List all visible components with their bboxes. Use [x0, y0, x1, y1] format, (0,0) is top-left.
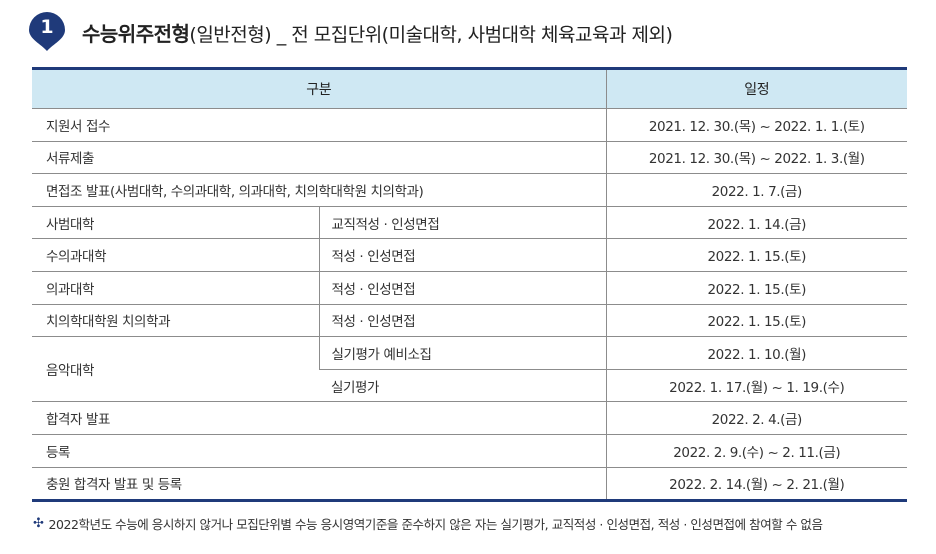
row-label: 지원서 접수 [32, 108, 606, 142]
table-row: 사범대학 교직적성 · 인성면접 2022. 1. 14.(금) [32, 206, 907, 240]
row-sub-label: 적성 · 인성면접 [318, 271, 606, 305]
footnote: ✣ 2022학년도 수능에 응시하지 않거나 모집단위별 수능 응시영역기준을 … [33, 514, 823, 533]
row-label: 사범대학 [32, 206, 319, 240]
section-header: 1 수능위주전형(일반전형) _ 전 모집단위(미술대학, 사범대학 체육교육과… [28, 12, 673, 52]
footnote-text: 2022학년도 수능에 응시하지 않거나 모집단위별 수능 응시영역기준을 준수… [48, 517, 823, 532]
row-label: 등록 [32, 434, 606, 468]
row-date: 2022. 1. 14.(금) [605, 206, 907, 240]
row-label: 치의학대학원 치의학과 [32, 304, 319, 338]
column-header-category: 구분 [32, 68, 606, 109]
row-label: 합격자 발표 [32, 401, 606, 435]
row-label: 충원 합격자 발표 및 등록 [46, 477, 182, 494]
section-title: 수능위주전형(일반전형) _ 전 모집단위(미술대학, 사범대학 체육교육과 제… [82, 18, 673, 47]
row-date: 2021. 12. 30.(목) ~ 2022. 1. 3.(월) [605, 141, 907, 175]
column-header-schedule: 일정 [605, 68, 907, 109]
schedule-table: 구분 일정 지원서 접수 2021. 12. 30.(목) ~ 2022. 1.… [32, 67, 907, 503]
row-date: 2022. 1. 15.(토) [605, 271, 907, 305]
row-label: 서류제출 [32, 141, 606, 175]
row-label: 수의과대학 [32, 238, 319, 272]
table-row: 충원 합격자 발표 및 등록 2022. 2. 14.(월) ~ 2. 21.(… [32, 467, 907, 501]
table-row: 등록 2022. 2. 9.(수) ~ 2. 11.(금) [32, 434, 907, 468]
row-date: 2022. 1. 15.(토) [605, 238, 907, 272]
table-row: 수의과대학 적성 · 인성면접 2022. 1. 15.(토) [32, 238, 907, 272]
row-date: 2022. 1. 17.(월) ~ 1. 19.(수) [605, 369, 907, 403]
table-row: 치의학대학원 치의학과 적성 · 인성면접 2022. 1. 15.(토) [32, 304, 907, 338]
badge-pin-icon [29, 12, 65, 51]
table-row: 합격자 발표 2022. 2. 4.(금) [32, 401, 907, 435]
row-date: 2021. 12. 30.(목) ~ 2022. 1. 1.(토) [605, 108, 907, 142]
table-row: 음악대학 실기평가 예비소집 2022. 1. 10.(월) [32, 336, 907, 403]
row-sub-label: 실기평가 예비소집 [318, 336, 606, 370]
table-header-row: 구분 일정 [32, 68, 907, 109]
table-row: 지원서 접수 2021. 12. 30.(목) ~ 2022. 1. 1.(토) [32, 108, 907, 142]
title-strong: 수능위주전형 [82, 21, 190, 46]
section-number: 1 [40, 16, 54, 38]
row-label: 면접조 발표(사범대학, 수의과대학, 의과대학, 치의학대학원 치의학과) [32, 173, 606, 207]
table-row: 서류제출 2021. 12. 30.(목) ~ 2022. 1. 3.(월) [32, 141, 907, 175]
row-date: 2022. 1. 7.(금) [605, 173, 907, 207]
table-row: 의과대학 적성 · 인성면접 2022. 1. 15.(토) [32, 271, 907, 305]
row-sub-label: 실기평가 [319, 369, 606, 403]
row-sub-label: 교직적성 · 인성면접 [318, 206, 606, 240]
row-date: 2022. 1. 15.(토) [605, 304, 907, 338]
row-sub-label: 적성 · 인성면접 [318, 304, 606, 338]
row-label: 음악대학 [32, 336, 319, 403]
title-rest: (일반전형) _ 전 모집단위(미술대학, 사범대학 체육교육과 제외) [189, 23, 673, 46]
row-date: 2022. 2. 4.(금) [605, 401, 907, 435]
row-date: 2022. 2. 9.(수) ~ 2. 11.(금) [605, 434, 907, 468]
row-label: 의과대학 [32, 271, 319, 305]
table-row: 면접조 발표(사범대학, 수의과대학, 의과대학, 치의학대학원 치의학과) 2… [32, 173, 907, 207]
table-row: 실기평가 2022. 1. 17.(월) ~ 1. 19.(수) [32, 369, 907, 403]
footnote-mark-icon: ✣ [33, 516, 44, 531]
row-date: 2022. 2. 14.(월) ~ 2. 21.(월) [605, 467, 907, 501]
row-date: 2022. 1. 10.(월) [605, 336, 907, 370]
section-number-badge: 1 [28, 12, 66, 52]
row-sub-label: 적성 · 인성면접 [318, 238, 606, 272]
